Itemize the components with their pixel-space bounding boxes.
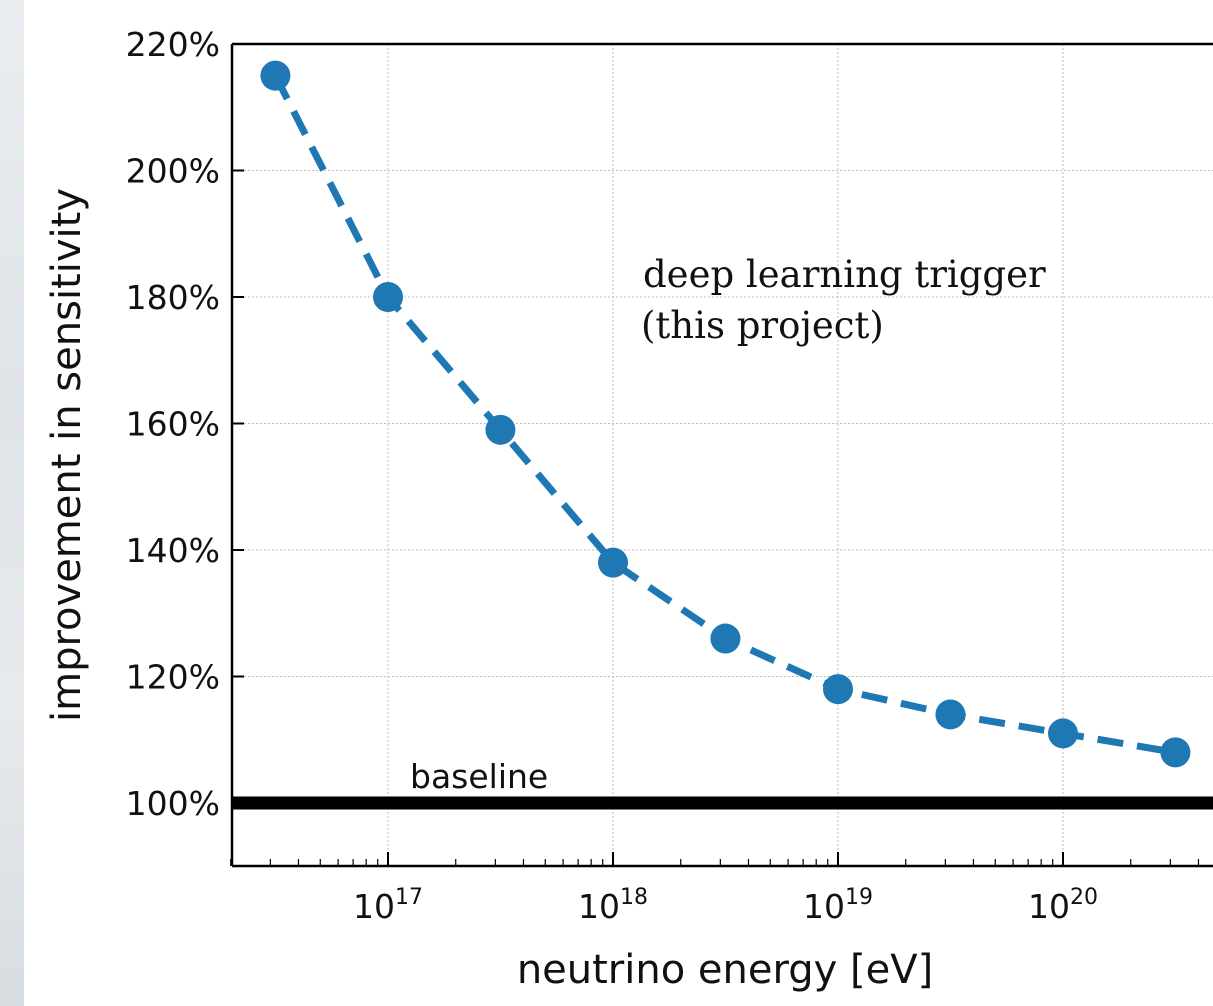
data-point <box>1048 718 1078 749</box>
y-tick-label: 180% <box>126 278 220 317</box>
y-tick-label: 200% <box>126 152 220 191</box>
x-axis-title: neutrino energy [eV] <box>517 947 933 993</box>
baseline-label: baseline <box>410 757 548 796</box>
data-point <box>373 282 403 312</box>
y-axis-title: improvement in sensitivity <box>44 188 90 722</box>
x-tick-label: 1018 <box>578 885 648 926</box>
data-point <box>1160 737 1191 768</box>
annotation-line-2: (this project) <box>641 304 884 347</box>
x-tick-label: 1020 <box>1028 885 1098 926</box>
baseline: baseline <box>232 757 1213 810</box>
annotation-line-1: deep learning trigger <box>643 253 1046 296</box>
data-point <box>823 674 853 705</box>
background-strip <box>0 0 24 1006</box>
y-tick-label: 100% <box>126 784 220 823</box>
y-ticks: 100% 120% 140% 160% 180% 200% 220% <box>126 25 244 823</box>
data-point <box>485 414 516 445</box>
y-tick-label: 220% <box>126 25 220 64</box>
x-ticks: 1017 1018 1019 1020 <box>353 852 1098 926</box>
y-tick-label: 140% <box>126 531 220 570</box>
data-point <box>710 623 741 654</box>
x-tick-label: 1017 <box>353 885 423 926</box>
x-tick-label: 1019 <box>803 885 873 926</box>
data-point <box>935 699 966 730</box>
data-point <box>598 547 628 578</box>
data-point <box>260 60 291 91</box>
y-tick-label: 160% <box>126 405 220 444</box>
data-series <box>260 60 1191 768</box>
y-tick-label: 120% <box>126 658 220 697</box>
